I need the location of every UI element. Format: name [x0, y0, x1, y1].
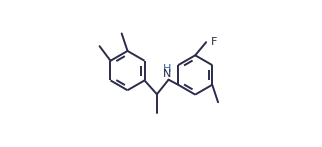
Text: N: N: [163, 69, 171, 79]
Text: F: F: [211, 37, 217, 47]
Text: H: H: [163, 64, 171, 74]
